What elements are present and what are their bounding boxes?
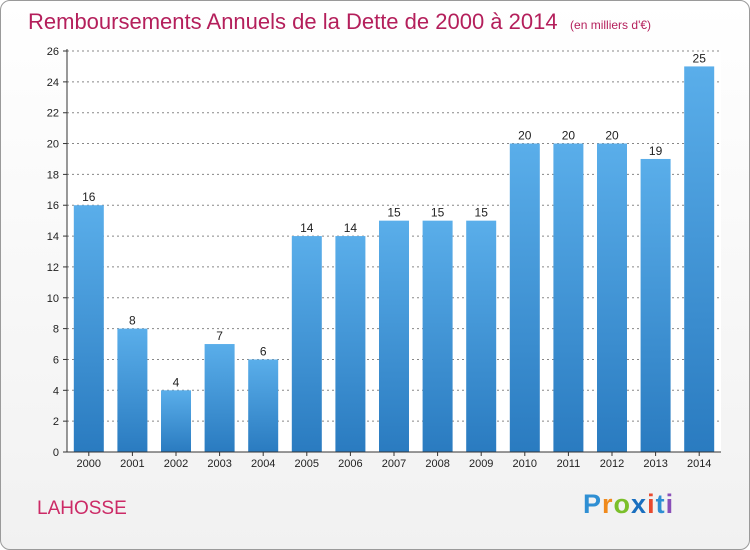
y-tick-label: 10 [47, 293, 59, 305]
y-tick-label: 24 [47, 77, 59, 89]
logo-letter: t [655, 489, 666, 519]
y-tick-label: 12 [47, 262, 59, 274]
logo-letter: i [665, 489, 675, 519]
bar [597, 143, 627, 453]
bar-value-label: 14 [344, 221, 358, 235]
x-tick-label: 2012 [600, 458, 624, 470]
bar-value-label: 15 [431, 206, 445, 220]
y-tick-label: 4 [53, 385, 59, 397]
logo-letter: i [647, 489, 656, 519]
y-tick-label: 16 [47, 200, 59, 212]
bar [117, 328, 148, 452]
bar-value-label: 4 [173, 375, 180, 389]
bar [422, 220, 453, 452]
bar [640, 158, 671, 452]
x-tick-label: 2004 [251, 458, 275, 470]
chart-unit: (en milliers d'€) [570, 18, 652, 32]
x-tick-label: 2005 [295, 458, 319, 470]
x-tick-label: 2001 [120, 458, 144, 470]
chart-title: Remboursements Annuels de la Dette de 20… [28, 9, 558, 34]
bar [553, 143, 584, 453]
bar [379, 220, 409, 452]
bar-value-label: 25 [693, 51, 707, 65]
commune-name: LAHOSSE [37, 498, 127, 519]
bar-value-label: 16 [82, 190, 96, 204]
x-tick-label: 2003 [207, 458, 231, 470]
chart-title-block: Remboursements Annuels de la Dette de 20… [28, 9, 651, 35]
x-tick-label: 2006 [338, 458, 362, 470]
bar [204, 344, 235, 452]
logo-letter: P [583, 489, 603, 519]
y-tick-label: 22 [47, 108, 59, 120]
y-tick-label: 8 [53, 324, 59, 336]
x-tick-label: 2011 [557, 458, 581, 470]
bar-value-label: 20 [562, 129, 576, 143]
x-tick-label: 2009 [469, 458, 493, 470]
bar-value-label: 7 [216, 329, 223, 343]
x-tick-label: 2014 [687, 458, 711, 470]
x-tick-label: 2013 [643, 458, 667, 470]
bar-value-label: 19 [649, 144, 663, 158]
y-tick-label: 20 [47, 139, 59, 151]
y-tick-label: 0 [53, 447, 59, 459]
bar [509, 143, 540, 453]
bar [291, 236, 322, 452]
bar-value-label: 8 [129, 314, 136, 328]
y-tick-label: 18 [47, 169, 59, 181]
bar [466, 220, 497, 452]
bar-value-label: 15 [475, 206, 489, 220]
x-tick-label: 2000 [77, 458, 101, 470]
x-tick-label: 2007 [382, 458, 406, 470]
bar-value-label: 20 [518, 129, 532, 143]
bar [335, 236, 366, 452]
logo-letter: r [602, 489, 614, 519]
bar [161, 390, 191, 452]
x-tick-label: 2010 [513, 458, 537, 470]
proxiti-logo: Proxiti [583, 489, 674, 520]
y-tick-label: 2 [53, 416, 59, 428]
bar [684, 66, 715, 452]
bar [73, 205, 104, 452]
bar-value-label: 20 [605, 129, 619, 143]
bar-value-label: 14 [300, 221, 314, 235]
x-tick-label: 2002 [164, 458, 188, 470]
logo-letter: x [631, 489, 648, 519]
bar-value-label: 15 [387, 206, 401, 220]
x-tick-label: 2008 [425, 458, 449, 470]
logo-letter: o [613, 489, 632, 519]
bar-value-label: 6 [260, 344, 267, 358]
bar [248, 359, 279, 452]
y-tick-label: 26 [47, 46, 59, 58]
y-tick-label: 6 [53, 354, 59, 366]
y-tick-label: 14 [47, 231, 59, 243]
